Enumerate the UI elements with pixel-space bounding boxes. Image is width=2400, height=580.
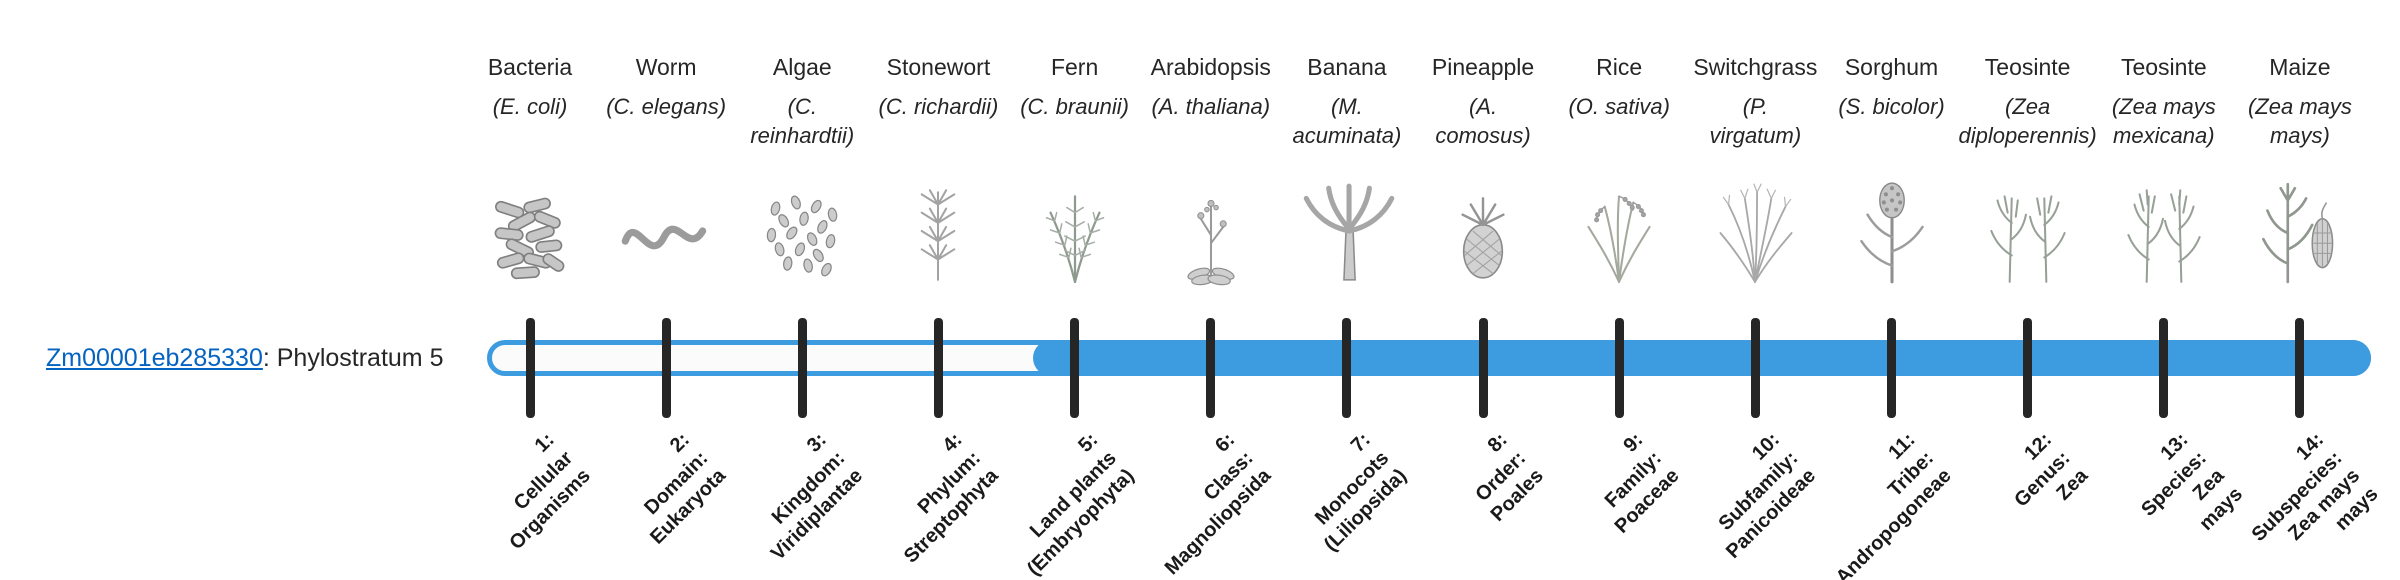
phylostratum-tick xyxy=(2159,318,2169,418)
organism-latin-name: (A. comosus) xyxy=(1435,94,1531,149)
organism-latin-name: (Zea mays mays) xyxy=(2247,94,2352,149)
phylostratum-tick xyxy=(525,318,535,418)
organism-latin-name: (Zea mays mexicana) xyxy=(2111,94,2216,149)
organism-header: Banana (M. acuminata) xyxy=(1272,52,1422,150)
phylostratum-tick xyxy=(933,318,943,418)
organism-latin-name: (P. virgatum) xyxy=(1709,94,1802,149)
teosinte-icon xyxy=(1973,176,2083,288)
stratum-label: 10: Subfamily: Panicoideae xyxy=(1713,428,1820,563)
organism-header: Teosinte (Zea diploperennis) xyxy=(1953,52,2103,150)
organism-latin-name: (C. braunii) xyxy=(1020,94,1129,120)
organism-common-name: Switchgrass xyxy=(1693,54,1818,80)
organism-header: Arabidopsis (A. thaliana) xyxy=(1136,52,1286,121)
organism-header: Sorghum (S. bicolor) xyxy=(1817,52,1967,121)
phylostratum-tick xyxy=(1887,318,1896,418)
stonewort-icon xyxy=(883,176,993,288)
organism-header: Pineapple (A. comosus) xyxy=(1408,52,1558,150)
stratum-label: 2: Domain: Eukaryota xyxy=(640,428,731,549)
phylostratum-bar-fill xyxy=(1033,340,2371,376)
stratum-label: 4: Phylum: Streptophyta xyxy=(900,428,1003,568)
organism-common-name: Pineapple xyxy=(1431,54,1535,80)
phylostratum-tick xyxy=(1478,318,1488,418)
phylostratum-tick xyxy=(1614,318,1624,418)
pineapple-icon xyxy=(1428,176,1538,288)
stratum-label: 3: Kingdom: Viridiplantae xyxy=(766,428,867,566)
organism-common-name: Teosinte xyxy=(2120,54,2207,80)
stratum-label: 11: Tribe: Andropogoneae xyxy=(1831,428,1956,580)
organism-header: Switchgrass (P. virgatum) xyxy=(1680,52,1830,150)
stratum-label: 9: Family: Poaceae xyxy=(1600,428,1684,538)
stratum-label: 14: Subspecies: Zea mays mays xyxy=(2247,428,2383,546)
phylostratum-tick xyxy=(1070,318,1080,418)
organism-latin-name: (O. sativa) xyxy=(1568,94,1670,120)
organism-common-name: Bacteria xyxy=(487,54,573,80)
organism-common-name: Rice xyxy=(1596,54,1643,80)
phylostratum-tick xyxy=(2295,318,2305,418)
organism-common-name: Banana xyxy=(1307,54,1387,80)
stratum-label: 7: Monocots (Liliopsida) xyxy=(1310,428,1412,556)
maize-icon xyxy=(2245,176,2355,288)
algae-icon xyxy=(747,176,857,288)
organism-header: Stonewort (C. richardii) xyxy=(863,52,1013,121)
organism-header: Fern (C. braunii) xyxy=(1000,52,1150,121)
organism-latin-name: (C. richardii) xyxy=(878,94,999,120)
organism-common-name: Stonewort xyxy=(886,54,991,80)
organism-latin-name: (Zea diploperennis) xyxy=(1958,94,2097,149)
sorghum-icon xyxy=(1837,176,1947,288)
teosinte2-icon xyxy=(2109,176,2219,288)
organism-header: Algae (C. reinhardtii) xyxy=(727,52,877,150)
gene-phylostratum-text: : Phylostratum 5 xyxy=(262,344,444,372)
organism-latin-name: (S. bicolor) xyxy=(1838,94,1945,120)
stratum-label: 12: Genus: Zea xyxy=(2009,428,2093,512)
stratum-label: 13: Species: Zea mays xyxy=(2136,428,2247,535)
phylostratum-tick xyxy=(2023,318,2033,418)
rice-icon xyxy=(1564,176,1674,288)
phylostratum-tick xyxy=(1750,318,1760,418)
banana-icon xyxy=(1292,176,1402,288)
phylostratum-tick xyxy=(1342,318,1352,418)
gene-label: Zm00001eb285330: Phylostratum 5 xyxy=(46,344,444,373)
gene-link[interactable]: Zm00001eb285330 xyxy=(46,344,263,372)
phylostratum-tick xyxy=(661,318,671,418)
organism-header: Bacteria (E. coli) xyxy=(455,52,605,121)
organism-latin-name: (C. reinhardtii) xyxy=(750,94,855,149)
arabidopsis-icon xyxy=(1156,176,1266,288)
worm-icon xyxy=(611,176,721,288)
stratum-label: 1: Cellular Organisms xyxy=(505,428,595,555)
organism-header: Worm (C. elegans) xyxy=(591,52,741,121)
organism-common-name: Maize xyxy=(2269,54,2331,80)
organism-common-name: Arabidopsis xyxy=(1150,54,1271,80)
organism-latin-name: (C. elegans) xyxy=(606,94,727,120)
bacteria-icon xyxy=(475,176,585,288)
organism-common-name: Fern xyxy=(1050,54,1099,80)
fern-icon xyxy=(1020,176,1130,288)
organism-common-name: Algae xyxy=(772,54,832,80)
organism-header: Teosinte (Zea mays mexicana) xyxy=(2089,52,2239,150)
organism-header: Maize (Zea mays mays) xyxy=(2225,52,2375,150)
organism-header: Rice (O. sativa) xyxy=(1544,52,1694,121)
organism-common-name: Worm xyxy=(635,54,697,80)
organism-latin-name: (A. thaliana) xyxy=(1151,94,1271,120)
switchgrass-icon xyxy=(1700,176,1810,288)
stratum-label: 8: Order: Poales xyxy=(1470,428,1548,527)
organism-latin-name: (E. coli) xyxy=(492,94,568,120)
stratum-label: 6: Class: Magnoliopsida xyxy=(1160,428,1276,580)
organism-common-name: Sorghum xyxy=(1844,54,1939,80)
organism-latin-name: (M. acuminata) xyxy=(1292,94,1402,149)
organism-common-name: Teosinte xyxy=(1984,54,2071,80)
phylostratum-tick xyxy=(797,318,807,418)
stratum-label: 5: Land plants (Embryophyta) xyxy=(1023,428,1140,580)
phylostratum-tick xyxy=(1206,318,1216,418)
